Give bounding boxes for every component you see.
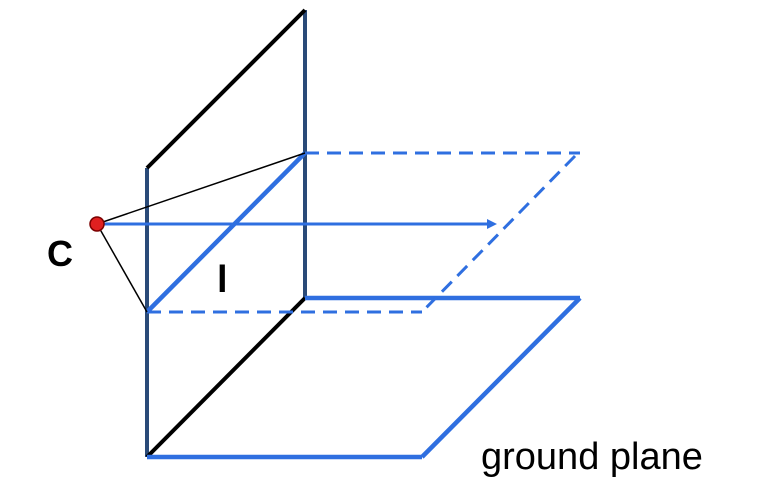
ground-plane-label: ground plane	[481, 436, 703, 478]
ray-to-horizon-top	[96, 152, 306, 225]
ground-plane-right-edge	[420, 296, 582, 459]
image-plane-bottom-edge	[145, 296, 307, 459]
camera-center-label: C	[47, 233, 73, 274]
horizon-line-label: l	[217, 259, 228, 301]
camera-center-point	[89, 216, 105, 232]
image-plane-top-edge	[145, 8, 307, 170]
horizon-line	[145, 151, 307, 314]
ray-to-horizon-bottom	[96, 223, 148, 313]
horizon-plane-right-edge	[420, 154, 577, 314]
